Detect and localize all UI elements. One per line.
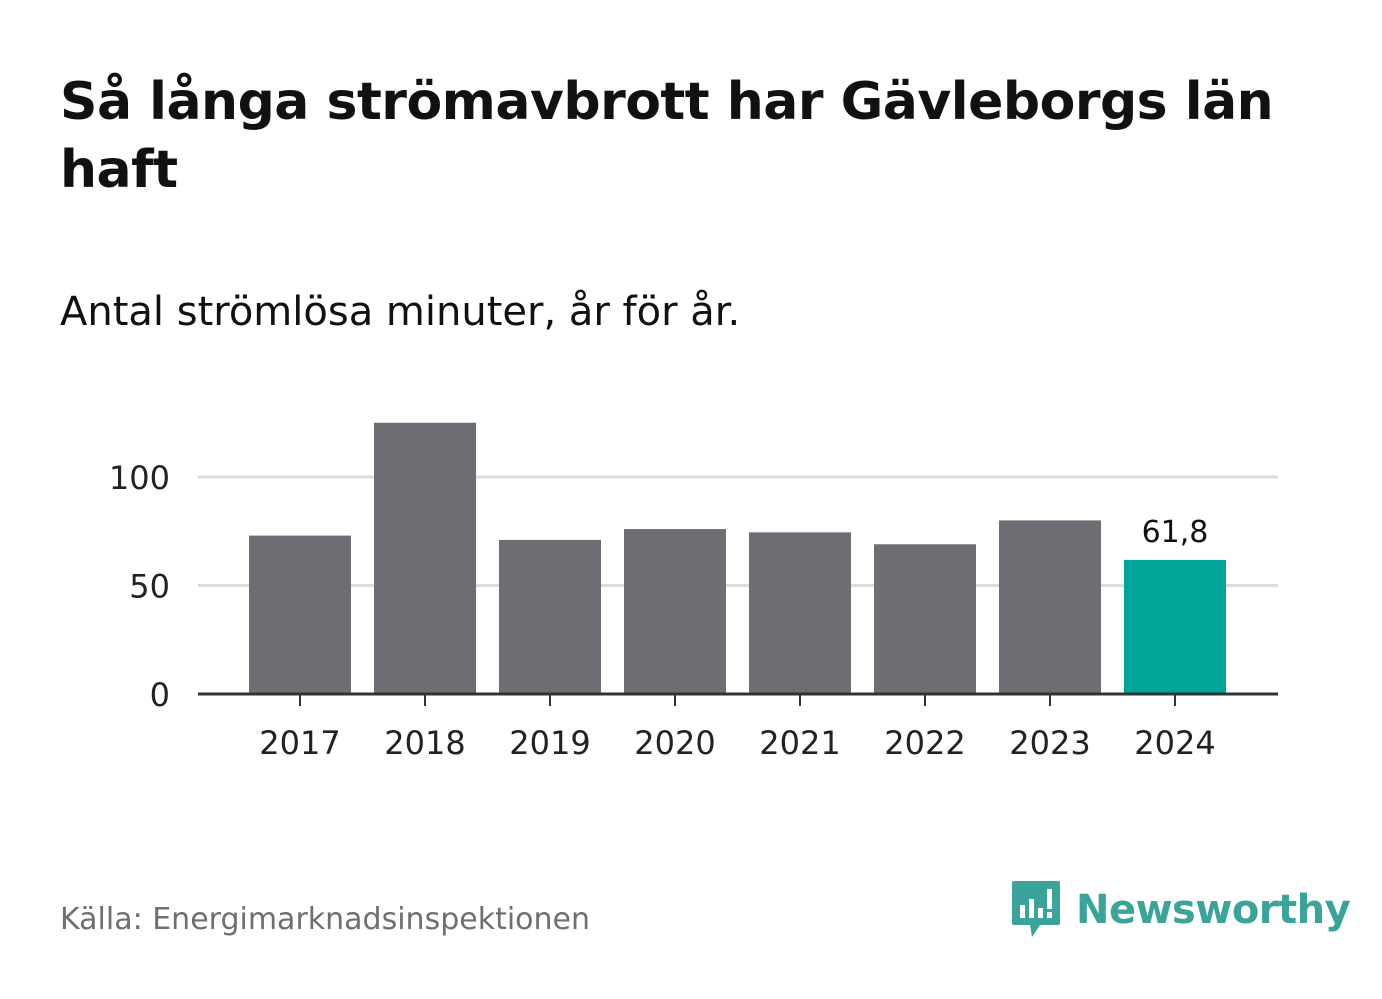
bar-2019 <box>499 539 601 694</box>
y-tick-label-100: 100 <box>109 459 170 497</box>
y-tick-label-0: 0 <box>150 676 170 714</box>
bar-2021 <box>749 532 851 694</box>
newsworthy-logo-icon <box>1012 881 1060 937</box>
x-tick-label-2021: 2021 <box>759 724 840 762</box>
y-tick-label-50: 50 <box>129 568 170 606</box>
bar-2018 <box>374 422 476 694</box>
chart-subtitle: Antal strömlösa minuter, år för år. <box>60 289 741 335</box>
x-tick-label-2023: 2023 <box>1009 724 1090 762</box>
bar-2022 <box>874 544 976 694</box>
source-note: Källa: Energimarknadsinspektionen <box>60 902 591 937</box>
x-tick-label-2022: 2022 <box>884 724 965 762</box>
x-tick-label-2019: 2019 <box>509 724 590 762</box>
x-tick-label-2020: 2020 <box>634 724 715 762</box>
bar-2024 <box>1124 559 1226 694</box>
x-tick-label-2024: 2024 <box>1134 724 1215 762</box>
x-tick-label-2017: 2017 <box>259 724 340 762</box>
data-label-2024: 61,8 <box>1142 515 1209 550</box>
chart-title: Så långa strömavbrott har Gävleborgs län… <box>60 72 1274 200</box>
bar-2023 <box>999 520 1101 694</box>
newsworthy-logo: Newsworthy <box>1010 878 1351 942</box>
x-tick-label-2018: 2018 <box>384 724 465 762</box>
bar-2017 <box>249 535 351 694</box>
bar-2020 <box>624 529 726 694</box>
brand-name: Newsworthy <box>1076 887 1351 933</box>
